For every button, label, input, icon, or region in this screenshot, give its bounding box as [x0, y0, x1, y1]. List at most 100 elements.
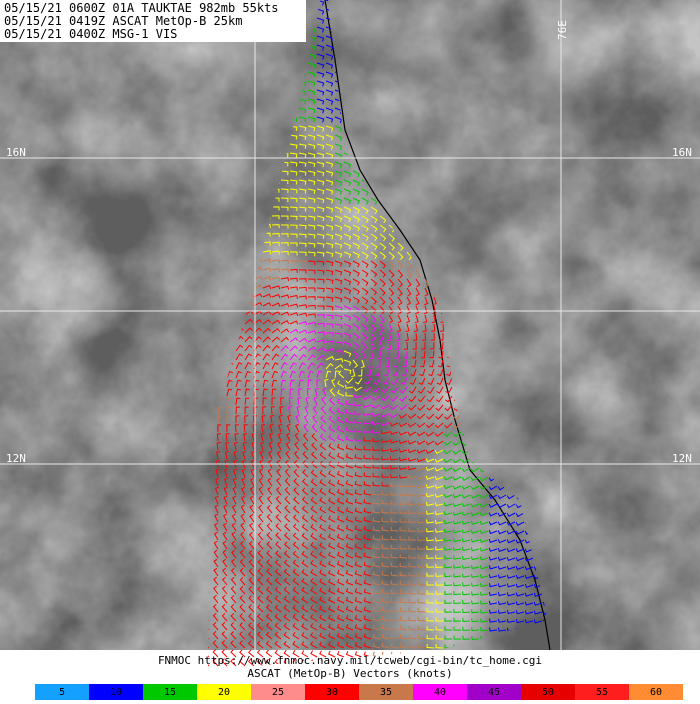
wind-barb	[345, 453, 354, 460]
wind-barb	[399, 589, 408, 595]
wind-barb	[497, 530, 507, 535]
wind-barb	[361, 341, 368, 350]
wind-barb	[325, 80, 334, 87]
wind-barb	[215, 477, 220, 487]
wind-barb	[362, 395, 372, 400]
wind-barb	[380, 430, 390, 435]
wind-barb	[289, 161, 298, 167]
wind-barb	[361, 314, 369, 323]
wind-barb	[280, 242, 289, 247]
wind-barb	[471, 591, 480, 596]
wind-barb	[328, 560, 336, 568]
wind-barb	[343, 278, 352, 286]
wind-barb	[506, 609, 516, 615]
wind-barb	[253, 406, 258, 414]
wind-barb	[328, 596, 336, 604]
wind-barb	[368, 359, 373, 368]
wind-barb	[292, 632, 300, 640]
wind-barb	[280, 336, 289, 343]
wind-barb	[462, 573, 471, 578]
wind-barb	[261, 415, 266, 424]
wind-barb	[443, 493, 453, 498]
wind-barb	[325, 370, 332, 379]
wind-barb	[328, 443, 336, 451]
wind-barb	[417, 607, 426, 613]
wind-barb	[370, 242, 378, 251]
wind-barb	[379, 251, 387, 260]
wind-barb	[216, 442, 221, 451]
wind-barb	[355, 377, 363, 385]
wind-barb	[248, 604, 255, 613]
wind-barb	[354, 480, 363, 487]
wind-barb	[416, 475, 426, 480]
wind-barb	[283, 550, 291, 559]
wind-barb	[280, 362, 288, 370]
wind-barb	[352, 242, 360, 250]
wind-barb	[389, 413, 399, 419]
lat-label: 16N	[672, 146, 692, 159]
wind-barb	[320, 415, 327, 424]
wind-barb	[453, 582, 462, 587]
wind-barb	[287, 405, 293, 415]
wind-barb	[310, 623, 318, 631]
wind-barb	[452, 511, 462, 516]
wind-barb	[372, 588, 381, 595]
wind-barb	[275, 514, 282, 523]
wind-barb	[381, 562, 390, 568]
wind-barb	[427, 377, 435, 386]
wind-barb	[249, 513, 255, 523]
wind-barb	[408, 563, 417, 568]
footer-line: ASCAT (MetOp-B) Vectors (knots)	[247, 667, 452, 680]
wind-barb	[479, 565, 489, 570]
wind-barb	[352, 215, 360, 223]
legend: 5 10 15 20 25 30 35 40 45 50 55 60	[35, 684, 683, 700]
wind-barb	[250, 468, 255, 478]
wind-barb	[444, 564, 453, 569]
wind-barb	[298, 353, 307, 361]
wind-barb	[262, 397, 267, 406]
wind-barb	[372, 438, 381, 443]
wind-barb	[249, 504, 255, 514]
wind-barb	[390, 518, 399, 523]
wind-barb	[390, 491, 399, 496]
wind-barb	[422, 332, 427, 341]
wind-barb	[443, 528, 453, 533]
wind-barb	[247, 640, 255, 649]
wind-barb	[316, 107, 325, 114]
wind-barb	[344, 384, 354, 389]
wind-barb	[352, 206, 360, 214]
wind-barb	[276, 459, 282, 469]
wind-barb	[241, 459, 247, 469]
wind-barb	[461, 494, 471, 499]
wind-barb	[399, 571, 408, 577]
wind-barb	[226, 415, 231, 424]
wind-barb	[316, 62, 325, 69]
wind-barb	[345, 392, 354, 397]
wind-barb	[328, 425, 336, 433]
wind-barb	[325, 161, 334, 168]
wind-barb	[325, 71, 334, 78]
wind-barb	[430, 341, 435, 350]
wind-barb	[361, 260, 369, 268]
wind-barb	[253, 293, 263, 298]
wind-barb	[222, 567, 228, 577]
wind-barb	[408, 545, 417, 550]
wind-barb	[239, 604, 246, 613]
wind-barb	[316, 269, 325, 275]
wind-barb	[293, 460, 300, 469]
wind-barb	[325, 296, 334, 302]
wind-barb	[262, 336, 271, 343]
wind-barb	[452, 476, 462, 481]
wind-barb	[361, 197, 369, 205]
wind-barb	[334, 305, 343, 312]
wind-barb	[488, 521, 498, 526]
wind-barb	[453, 626, 462, 631]
wind-barb	[302, 460, 309, 469]
wind-barb	[271, 336, 280, 343]
wind-barb	[434, 458, 444, 463]
wind-barb	[325, 107, 334, 114]
wind-barb	[429, 350, 435, 359]
wind-barb	[292, 550, 300, 559]
wind-barb	[420, 350, 426, 359]
wind-barb	[470, 485, 480, 490]
